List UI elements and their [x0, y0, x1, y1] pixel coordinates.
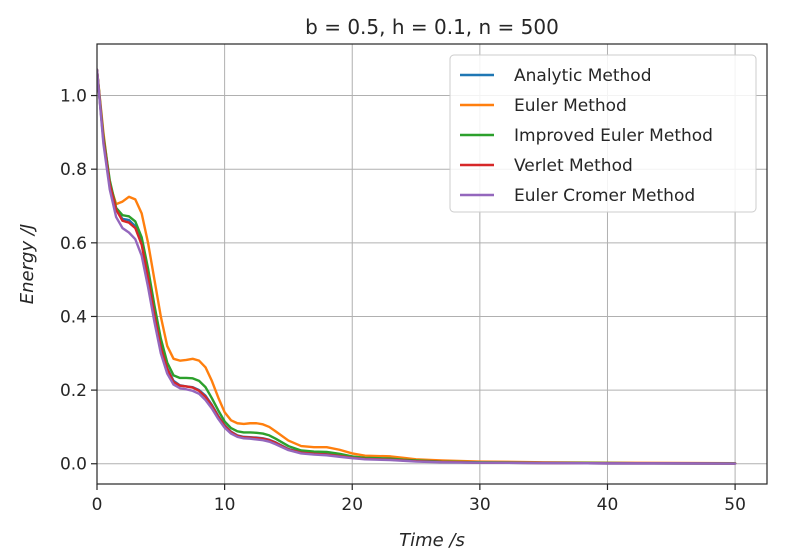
axes-frame [96, 43, 768, 485]
plot-area [97, 68, 737, 465]
y-axis-label: Energy /J [17, 224, 38, 304]
x-axis-label: Time /s [399, 530, 465, 551]
chart-title: b = 0.5, h = 0.1, n = 500 [305, 15, 559, 39]
series-line-euler-cromer-method [97, 68, 737, 465]
x-tick-label: 10 [214, 495, 236, 515]
y-tick-label: 0.0 [60, 455, 87, 475]
legend-label-analytic-method: Analytic Method [514, 66, 652, 86]
x-tick-label: 20 [341, 495, 363, 515]
series-line-euler-method [97, 68, 737, 465]
legend-box [449, 54, 757, 213]
x-tick-label: 0 [92, 495, 103, 515]
x-tick-label: 40 [597, 495, 619, 515]
ticks: 0 10 20 30 40 50 0.0 0.2 0.4 0.6 0.8 1.0 [60, 87, 746, 515]
x-tick-label: 50 [724, 495, 746, 515]
legend: Analytic Method Euler Method Improved Eule… [449, 54, 757, 213]
y-tick-label: 0.6 [60, 234, 87, 254]
y-tick-label: 1.0 [60, 87, 87, 107]
y-tick-label: 0.8 [60, 160, 87, 180]
x-tick-label: 30 [469, 495, 491, 515]
y-tick-label: 0.2 [60, 381, 87, 401]
legend-label-improved-euler-method: Improved Euler Method [514, 126, 713, 146]
legend-label-euler-cromer-method: Euler Cromer Method [514, 186, 695, 206]
legend-label-euler-method: Euler Method [514, 96, 627, 116]
legend-label-verlet-method: Verlet Method [514, 156, 633, 176]
y-tick-label: 0.4 [60, 307, 87, 327]
